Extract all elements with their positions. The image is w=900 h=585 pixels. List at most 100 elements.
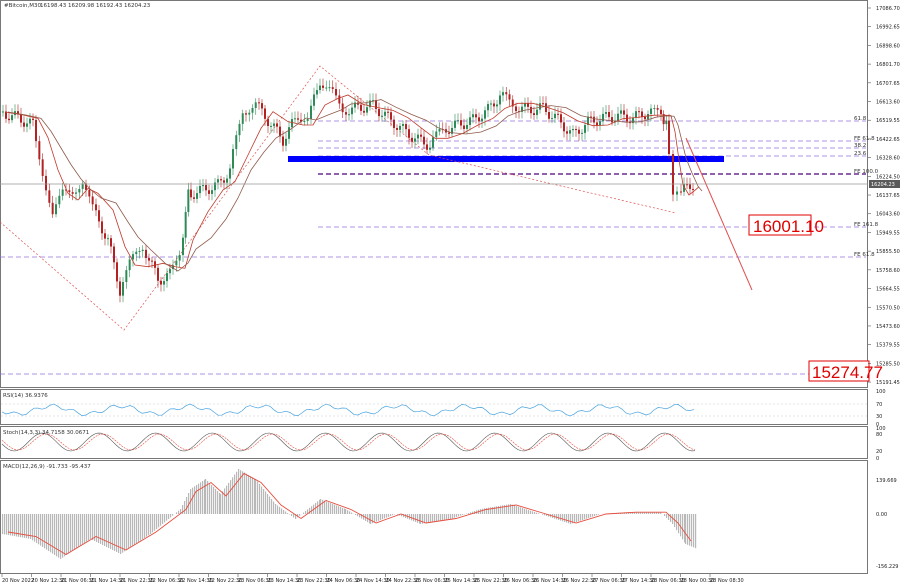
time-tick-label: 21 Nov 06:30 [61, 578, 95, 584]
macd-bar [18, 514, 20, 537]
macd-bar [281, 508, 283, 514]
price-tick-label: 16707.65 [876, 81, 900, 87]
macd-bar [200, 482, 202, 514]
macd-bar [484, 508, 486, 514]
macd-title: MACD(12,26,9) -91.733 -95.437 [3, 464, 91, 470]
macd-bar [98, 514, 100, 543]
macd-bar [255, 479, 257, 514]
time-tick-label: 25 Nov 06:30 [415, 578, 449, 584]
candle-body [448, 132, 450, 134]
macd-bar [4, 514, 6, 535]
candle-body [599, 121, 601, 126]
last-price-tag: 16204.23 [869, 180, 900, 188]
macd-bar [74, 514, 76, 550]
candle-body [303, 120, 306, 122]
time-tick-label: 22 Nov 14:30 [179, 578, 213, 584]
macd-bar [332, 503, 334, 514]
candle-body [190, 189, 192, 198]
macd-bar [652, 512, 654, 514]
candle-body [128, 259, 131, 271]
ma-slow [7, 99, 703, 272]
candle-body [135, 251, 138, 255]
price-tick-label: 15285.50 [876, 361, 900, 367]
macd-bar [142, 514, 144, 540]
candle-body [85, 183, 87, 190]
candle-body [478, 117, 480, 122]
candle-body [390, 112, 392, 120]
macd-bar [470, 512, 472, 514]
candle-body [184, 211, 187, 238]
macd-bar [578, 514, 580, 522]
candle-body [360, 104, 362, 111]
candle-body [623, 110, 625, 115]
candle-body [581, 132, 583, 134]
candle-body [411, 137, 413, 142]
macd-bar [584, 514, 586, 520]
candle-body [505, 92, 508, 95]
macd-bar [211, 485, 213, 514]
macd-bar [436, 514, 438, 522]
target-label-1: 16001.10 [748, 214, 824, 236]
candle-body [668, 120, 670, 155]
macd-bar [138, 514, 140, 542]
candle-body [145, 249, 147, 258]
macd-bar [246, 473, 248, 514]
macd-bar [564, 514, 566, 522]
candle-body [387, 111, 389, 113]
macd-bar [152, 514, 154, 533]
time-tick-label: 23 Nov 06:30 [238, 578, 272, 584]
macd-bar [695, 514, 697, 549]
macd-bar [265, 491, 267, 514]
macd-bar [516, 506, 518, 514]
time-tick-label: 24 Nov 06:30 [327, 578, 361, 584]
macd-bar [307, 509, 309, 514]
macd-bar [273, 501, 275, 514]
macd-bar [50, 514, 52, 553]
macd-bar [668, 514, 670, 520]
candle-body [348, 114, 350, 116]
candle-body [554, 113, 556, 119]
macd-bar [44, 514, 46, 549]
macd-bar [570, 514, 572, 524]
macd-bar [422, 514, 424, 524]
candle-body [557, 113, 559, 115]
macd-bar [324, 500, 326, 514]
macd-bar [512, 504, 514, 514]
candle-body [261, 103, 263, 109]
macd-bar [454, 514, 456, 518]
candle-body [328, 87, 331, 89]
candle-body [650, 108, 652, 115]
macd-bar [576, 514, 578, 522]
macd-bar [582, 514, 584, 520]
candle-body [665, 120, 668, 125]
candle-body [363, 110, 365, 113]
moving-averages [4, 94, 703, 272]
macd-bar [415, 514, 417, 522]
candle-body [23, 122, 25, 127]
fib-label: FE 161.8 [854, 222, 879, 228]
stoch-main-line [1, 432, 696, 452]
candle-body [689, 184, 691, 189]
macd-bar [311, 506, 313, 514]
time-tick-label: 23 Nov 22:30 [297, 578, 331, 584]
macd-bar [78, 514, 80, 547]
candle-body [493, 103, 495, 107]
candle-body [258, 102, 260, 104]
fib-levels: 61.8FE 61.838.223.6FE 100.0FE 161.8FE 61… [0, 116, 879, 375]
macd-bar [112, 514, 114, 550]
fib-label: 23.6 [854, 151, 867, 157]
time-tick-label: 27 Nov 06:30 [592, 578, 626, 584]
price-tick-label: 15191.45 [876, 380, 900, 386]
candle-body [676, 191, 678, 195]
candle-body [511, 99, 514, 107]
macd-bar [252, 477, 254, 514]
candle-body [264, 108, 266, 119]
fib-label: FE 61.8 [854, 252, 875, 258]
macd-bar [261, 486, 263, 514]
macd-bar [289, 514, 291, 515]
time-tick-label: 26 Nov 22:30 [563, 578, 597, 584]
candle-body [322, 85, 324, 88]
candle-body [26, 123, 28, 127]
macd-bar [344, 508, 346, 514]
